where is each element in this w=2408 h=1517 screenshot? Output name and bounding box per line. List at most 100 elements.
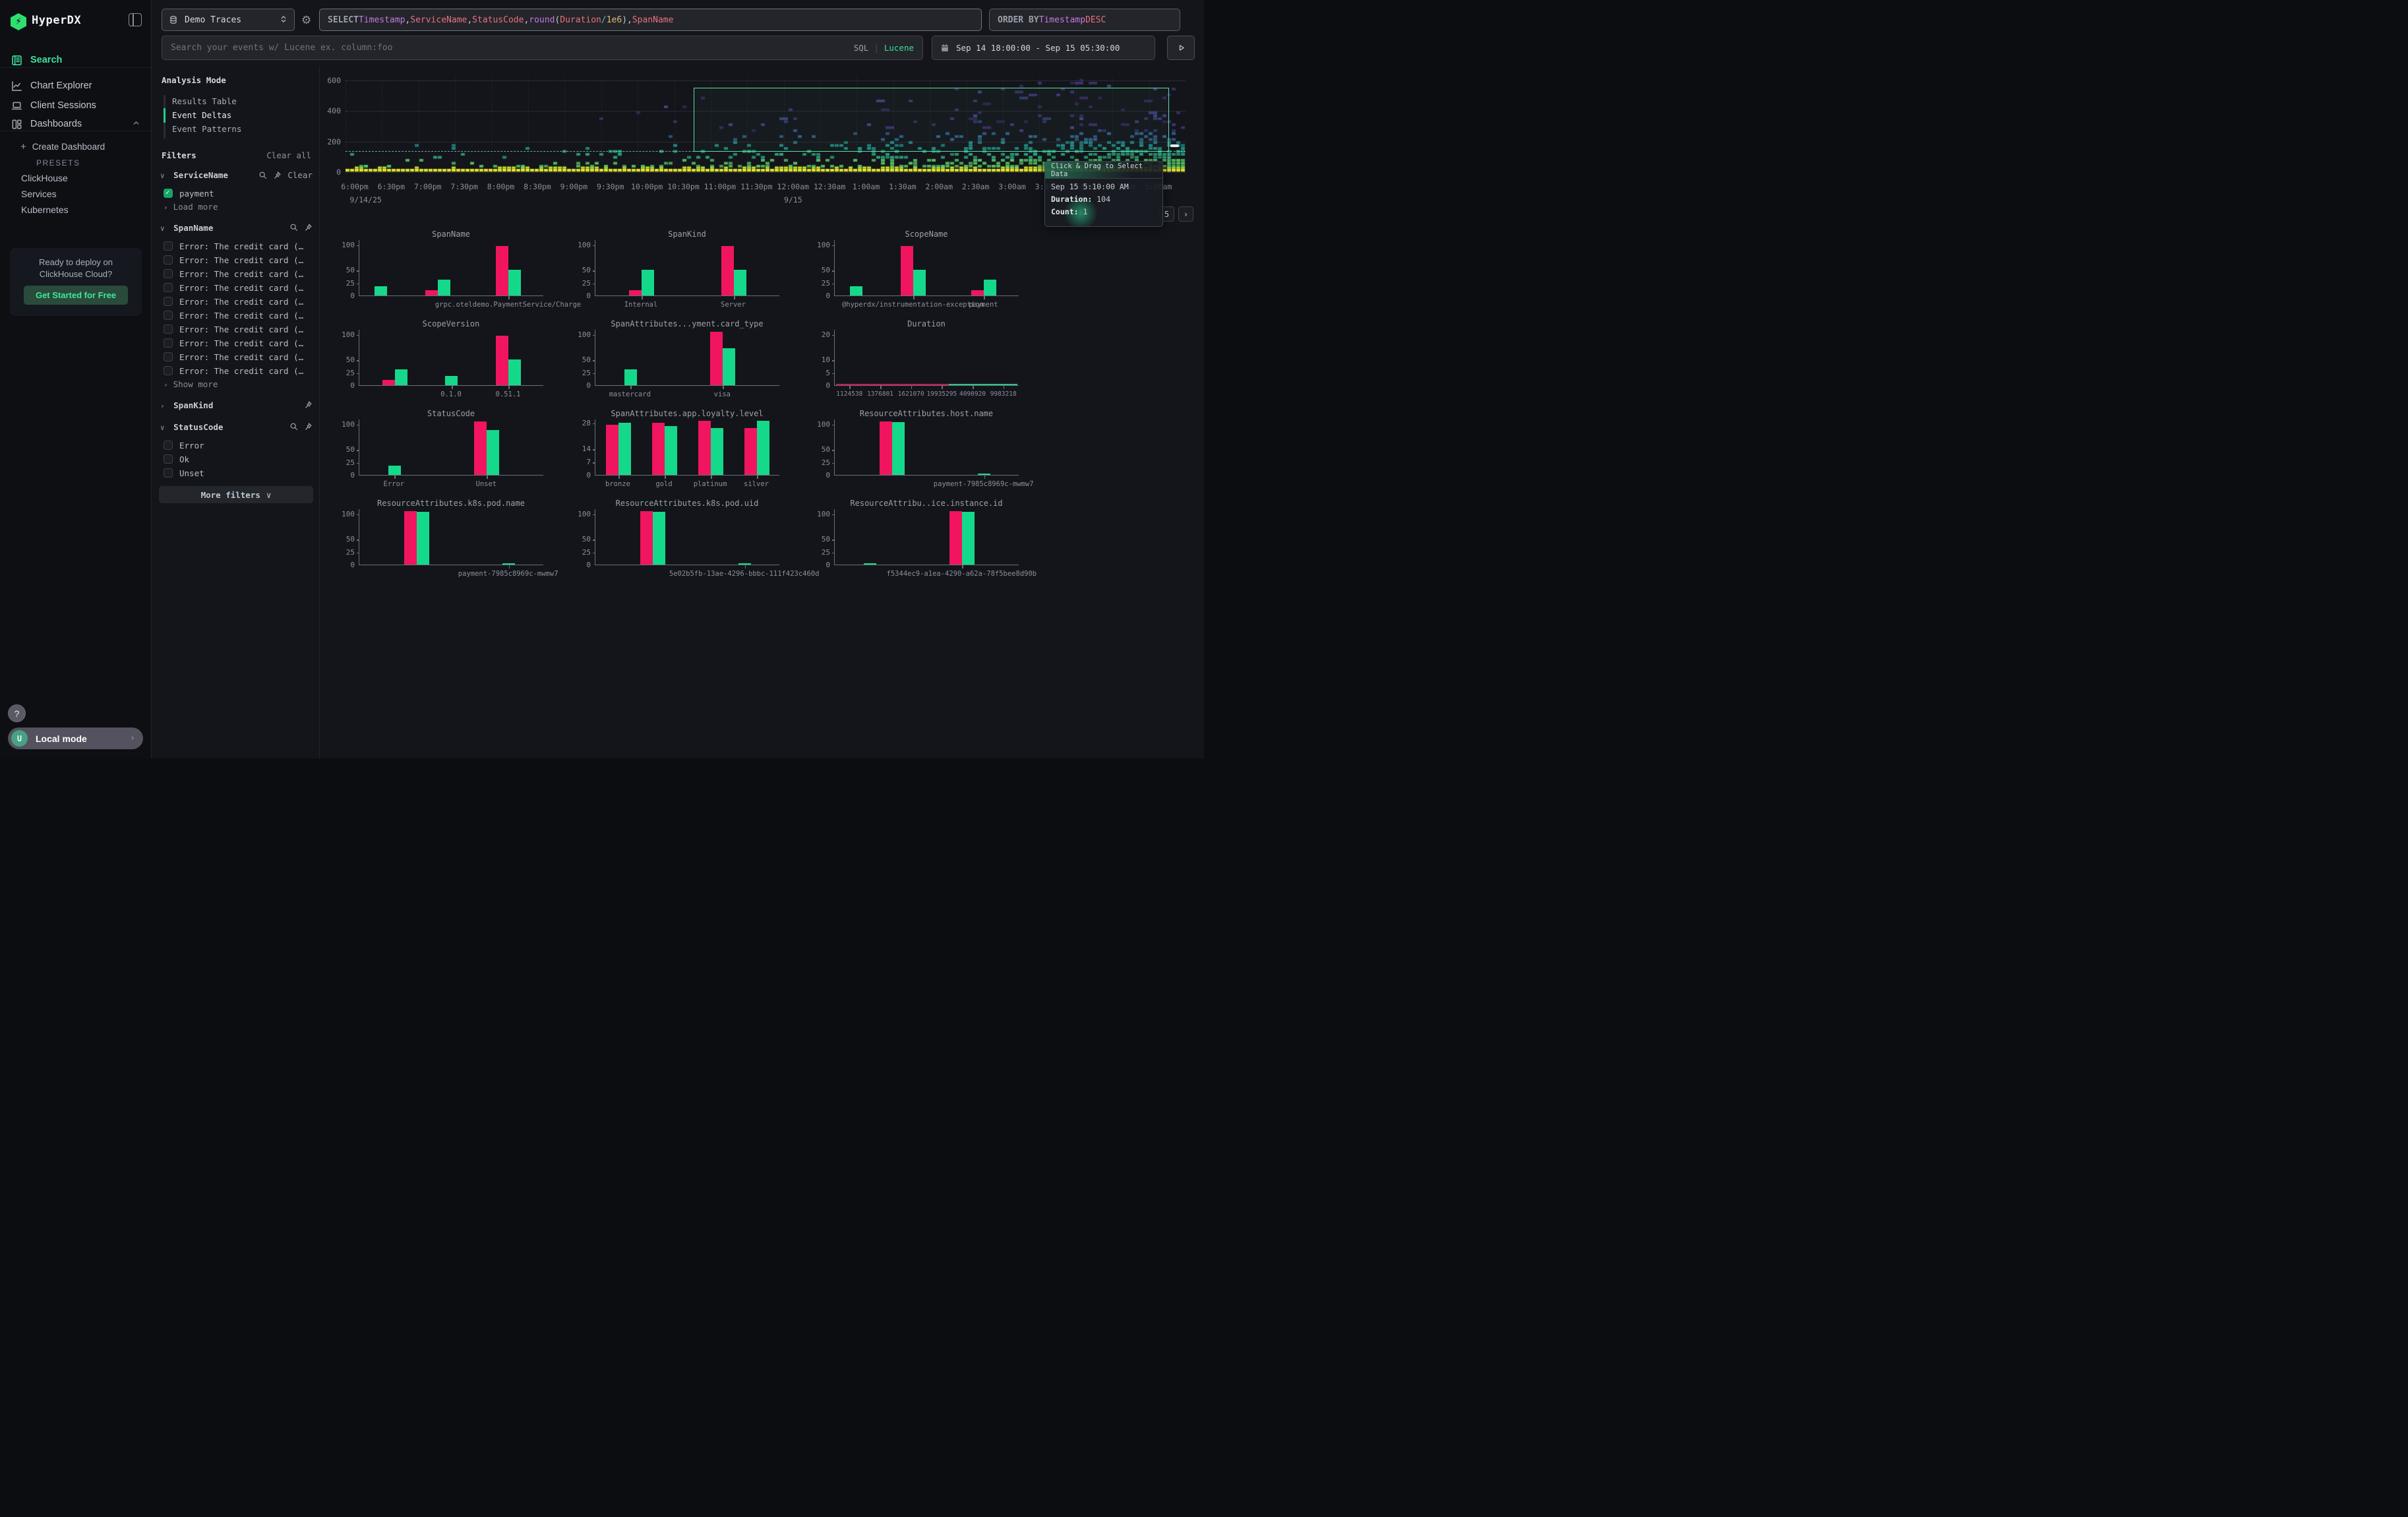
y-tick-label: 20 xyxy=(808,330,830,339)
sidebar-item-services[interactable]: Services xyxy=(21,189,57,199)
category xyxy=(473,330,544,385)
order-by-input[interactable]: ORDER BY Timestamp DESC xyxy=(989,9,1180,31)
crosshair-line xyxy=(1168,88,1169,172)
lang-toggle-sql[interactable]: SQL xyxy=(854,43,869,53)
checkbox[interactable] xyxy=(164,441,173,450)
bar xyxy=(508,270,521,295)
checkbox[interactable] xyxy=(164,454,173,464)
x-tick-label: Error xyxy=(384,480,405,488)
sidebar-item-dashboards[interactable]: Dashboards xyxy=(0,113,151,135)
delta-chart-spankind: SpanKind02550100InternalServer xyxy=(569,230,793,317)
y-tick-label: 50 xyxy=(569,356,591,364)
filter-option[interactable]: Ok xyxy=(164,453,314,465)
source-select[interactable]: Demo Traces xyxy=(162,9,295,31)
filter-option[interactable]: Error xyxy=(164,439,314,451)
checkbox[interactable] xyxy=(164,366,173,375)
bar xyxy=(711,428,723,475)
run-query-button[interactable] xyxy=(1167,36,1195,60)
filter-option[interactable]: Error: The credit card (… xyxy=(164,295,314,307)
checkbox[interactable] xyxy=(164,241,173,251)
x-tick-label: 0.1.0 xyxy=(440,390,462,398)
heatmap-tooltip: Click & Drag to Select Data Sep 15 5:10:… xyxy=(1044,161,1163,227)
bar xyxy=(417,512,429,565)
chart-plot xyxy=(359,419,543,476)
filter-option[interactable]: Error: The credit card (… xyxy=(164,365,314,377)
x-tick-mark xyxy=(508,296,510,299)
filter-option[interactable]: Error: The credit card (… xyxy=(164,309,314,321)
category xyxy=(835,240,878,295)
checkbox[interactable] xyxy=(164,311,173,320)
page-next-button[interactable]: › xyxy=(1178,206,1193,222)
filter-group-spankind[interactable]: › SpanKind xyxy=(160,400,313,412)
sidebar-collapse-icon[interactable] xyxy=(129,13,142,26)
source-select-value: Demo Traces xyxy=(185,15,241,25)
checkbox[interactable] xyxy=(164,468,173,478)
help-button[interactable]: ? xyxy=(8,704,26,722)
checkbox[interactable] xyxy=(164,325,173,334)
bar xyxy=(738,563,751,565)
filter-option[interactable]: payment xyxy=(164,187,314,199)
y-tick-label: 100 xyxy=(569,510,591,518)
show-more-button[interactable]: ›Show more xyxy=(164,379,218,389)
gridline xyxy=(1112,77,1113,172)
chart-plot xyxy=(834,330,1019,386)
y-tick-label: 50 xyxy=(333,535,355,543)
date-range-input[interactable]: Sep 14 18:00:00 - Sep 15 05:30:00 xyxy=(932,36,1155,60)
y-tick-label: 25 xyxy=(569,548,591,557)
y-tick-label: 200 xyxy=(320,137,341,146)
pin xyxy=(273,171,282,179)
get-started-button[interactable]: Get Started for Free xyxy=(24,286,128,305)
lang-toggle-lucene[interactable]: Lucene xyxy=(884,43,914,53)
bar xyxy=(496,336,508,385)
checkbox[interactable] xyxy=(164,255,173,264)
filter-group-statuscode[interactable]: ∨ StatusCode xyxy=(160,422,313,434)
search-input[interactable]: Search your events w/ Lucene ex. column:… xyxy=(162,36,923,60)
x-tick-mark xyxy=(911,386,913,389)
bar xyxy=(710,332,723,385)
load-more-button[interactable]: ›Load more xyxy=(164,202,218,212)
filter-group-servicename[interactable]: ∨ ServiceName Clear xyxy=(160,170,313,182)
filter-option[interactable]: Error: The credit card (… xyxy=(164,282,314,294)
checkbox[interactable] xyxy=(164,283,173,292)
checkbox[interactable] xyxy=(164,269,173,278)
filter-option[interactable]: Error: The credit card (… xyxy=(164,240,314,252)
filter-option[interactable]: Unset xyxy=(164,467,314,479)
checkbox[interactable] xyxy=(164,352,173,361)
checkbox[interactable] xyxy=(164,189,173,198)
filter-option[interactable]: Error: The credit card (… xyxy=(164,337,314,349)
more-filters-button[interactable]: More filters ∨ xyxy=(159,486,313,503)
x-tick-mark xyxy=(452,386,453,389)
x-tick-label: payment-7985c8969c-mwmw7 xyxy=(934,480,1034,488)
bar xyxy=(892,422,905,475)
sidebar-item-clickhouse[interactable]: ClickHouse xyxy=(21,173,68,183)
filter-group-spanname[interactable]: ∨ SpanName xyxy=(160,223,313,235)
mode-results-table[interactable]: Results Table xyxy=(172,96,237,106)
filter-option[interactable]: Error: The credit card (… xyxy=(164,254,314,266)
gear-icon[interactable]: ⚙ xyxy=(301,14,311,27)
bar xyxy=(949,511,962,565)
clear-all-button[interactable]: Clear all xyxy=(266,150,311,160)
presets-toggle[interactable]: PRESETS xyxy=(23,158,80,168)
filter-option[interactable]: Error: The credit card (… xyxy=(164,268,314,280)
sidebar-item-chart-explorer[interactable]: Chart Explorer xyxy=(0,75,151,97)
user-menu[interactable]: U Local mode › xyxy=(8,728,143,749)
bar xyxy=(978,474,990,475)
mode-event-deltas[interactable]: Event Deltas xyxy=(172,110,231,120)
category xyxy=(949,240,1019,295)
sidebar-item-kubernetes[interactable]: Kubernetes xyxy=(21,204,69,215)
chart-title: SpanAttributes...yment.card_type xyxy=(595,319,779,328)
y-tick-label: 7 xyxy=(569,458,591,466)
y-tick-label: 0 xyxy=(333,471,355,480)
filter-option[interactable]: Error: The credit card (… xyxy=(164,323,314,335)
group-clear-button[interactable]: Clear xyxy=(287,170,313,180)
create-dashboard-button[interactable]: + Create Dashboard xyxy=(20,141,105,152)
x-tick-label: 5e02b5fb-13ae-4296-bbbc-111f423c460d xyxy=(669,570,820,578)
checkbox[interactable] xyxy=(164,297,173,306)
x-tick-label: 4090920 xyxy=(959,390,986,398)
checkbox[interactable] xyxy=(164,338,173,348)
filter-option[interactable]: Error: The credit card (… xyxy=(164,351,314,363)
select-query-input[interactable]: SELECT Timestamp, ServiceName, StatusCod… xyxy=(319,9,982,31)
avatar: U xyxy=(11,730,28,747)
y-tick-label: 100 xyxy=(333,330,355,339)
mode-event-patterns[interactable]: Event Patterns xyxy=(172,124,241,134)
